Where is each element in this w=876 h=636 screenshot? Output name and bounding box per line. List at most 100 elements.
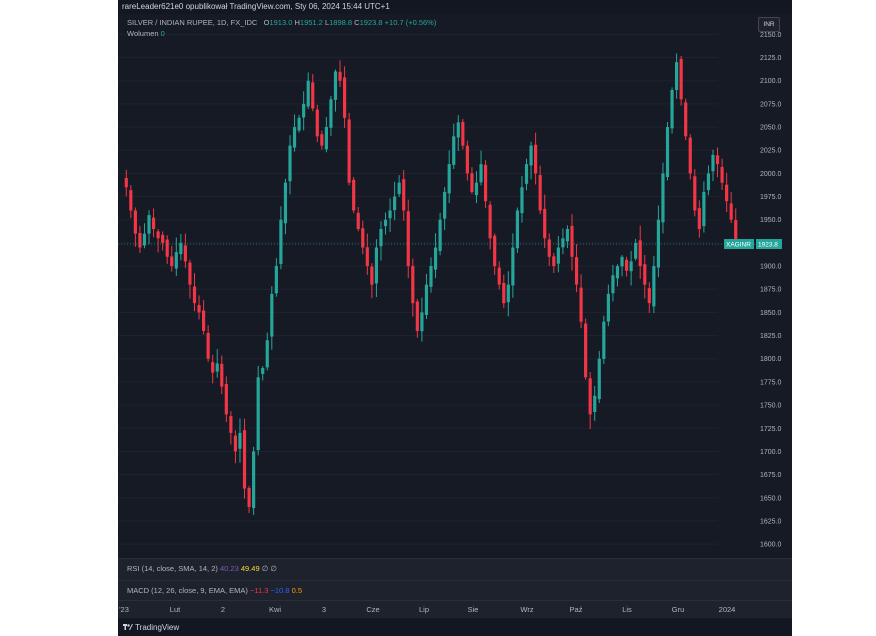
y-tick-label: 2050.0	[760, 125, 782, 132]
macd-label: MACD (12, 26, close, 9, EMA, EMA)	[127, 586, 248, 595]
publisher-text: rareLeader621e0 opublikował TradingView.…	[122, 2, 390, 11]
candle-body	[711, 154, 715, 172]
candlestick-chart[interactable]: 1600.0 1625.0 1650.0 1675.0 1700.0 1725.0 1750…	[118, 14, 792, 558]
candle-body	[142, 233, 147, 246]
x-tick-label: Wrz	[520, 605, 534, 614]
candle-body	[224, 384, 228, 415]
x-tick-label: Gru	[671, 605, 685, 614]
candle-body	[433, 247, 438, 270]
high-label: H	[294, 18, 300, 27]
volume-label: Wolumen	[127, 29, 159, 38]
candle-body	[151, 217, 156, 230]
candle-body	[292, 127, 297, 148]
y-tick-label: 1750.0	[760, 403, 782, 410]
candle-body	[361, 228, 365, 248]
candle-body	[420, 312, 424, 332]
x-tick-label: '23	[119, 605, 129, 614]
volume-legend: Wolumen 0	[127, 29, 165, 38]
candle-body	[470, 173, 474, 192]
candle-body	[338, 71, 342, 81]
candle-body	[452, 136, 456, 165]
candle-body	[565, 229, 570, 242]
candle-body	[684, 102, 688, 137]
candle-body	[570, 225, 574, 257]
rsi-band-lower: ∅	[270, 564, 277, 573]
candle-body	[615, 266, 620, 279]
candle-body	[279, 219, 283, 264]
candle-body	[515, 210, 520, 249]
macd-pane[interactable]: MACD (12, 26, close, 9, EMA, EMA) −11.3 …	[118, 580, 792, 601]
candle-body	[561, 238, 565, 248]
candle-body	[329, 99, 333, 128]
macd-value: −11.3	[249, 586, 269, 595]
candle-body	[352, 179, 356, 211]
candle-body	[456, 122, 460, 138]
candle-body	[706, 173, 711, 191]
candle-body	[670, 89, 674, 129]
candle-body	[629, 261, 633, 272]
candle-body	[588, 378, 592, 415]
candle-body	[356, 212, 360, 230]
candle-body	[270, 293, 274, 337]
candle-body	[133, 210, 137, 234]
candle-body	[347, 119, 351, 183]
candle-body	[256, 377, 260, 451]
candle-body	[520, 187, 524, 214]
candle-body	[406, 211, 410, 267]
y-tick-label: 2075.0	[760, 101, 782, 108]
candle-body	[652, 266, 656, 307]
candle-body	[543, 208, 547, 239]
candle-body	[502, 282, 506, 304]
y-tick-label: 2025.0	[760, 148, 782, 155]
candle-body	[488, 204, 492, 239]
chart-frame: rareLeader621e0 opublikował TradingView.…	[118, 0, 792, 636]
candle-body	[424, 284, 429, 315]
candle-body	[483, 164, 488, 202]
candle-body	[402, 179, 406, 211]
rsi-legend: RSI (14, close, SMA, 14, 2) 40.23 49.49 …	[127, 564, 277, 573]
footer-logo-text: TradingView	[135, 623, 180, 632]
y-tick-label: 1875.0	[760, 287, 782, 294]
candle-body	[524, 164, 529, 184]
candle-body	[538, 175, 542, 211]
candle-body	[493, 235, 497, 267]
time-axis[interactable]: '23 Lut 2 Kwi 3 Cze Lip Sie Wrz Paź Lis Gru 2024	[118, 600, 792, 617]
currency-button[interactable]: INR	[758, 17, 780, 32]
candle-body	[584, 323, 588, 378]
candle-body	[174, 252, 178, 269]
candle-body	[534, 144, 538, 174]
price-tag-bg	[756, 239, 782, 250]
candle-body	[679, 58, 683, 100]
x-tick-label: Sie	[467, 605, 479, 614]
candle-body	[688, 137, 692, 174]
candle-body	[665, 127, 670, 178]
candle-body	[447, 164, 451, 194]
candle-body	[233, 435, 238, 452]
candle-body	[438, 219, 442, 251]
change-value: +10.7 (+0.56%)	[384, 18, 437, 27]
symbol-tag-text: XAGINR	[726, 242, 751, 249]
candle-body	[147, 215, 151, 234]
price-pane[interactable]: 1600.0 1625.0 1650.0 1675.0 1700.0 1725.0 1750…	[118, 14, 792, 558]
candle-body	[443, 191, 447, 219]
candle-body	[497, 267, 501, 285]
candle-body	[261, 368, 265, 374]
candle-body	[170, 256, 174, 267]
candle-body	[215, 363, 219, 372]
x-tick-label: 3	[321, 605, 327, 614]
candle-body	[374, 247, 379, 284]
candle-body	[211, 362, 215, 373]
open-value: 1913.0	[269, 18, 293, 27]
close-value: 1923.8	[359, 18, 383, 27]
symbol-title: SILVER / INDIAN RUPEE, 1D, FX_IDC	[127, 18, 258, 27]
rsi-pane[interactable]: RSI (14, close, SMA, 14, 2) 40.23 49.49 …	[118, 558, 792, 580]
candle-body	[611, 275, 615, 294]
low-label: L	[324, 18, 330, 27]
candle-body	[252, 451, 256, 509]
candle-body	[556, 247, 560, 264]
x-tick-label: 2	[220, 605, 226, 614]
candle-body	[315, 109, 319, 137]
candle-body	[192, 286, 197, 304]
candle-body	[388, 210, 392, 219]
y-tick-label: 1775.0	[760, 379, 782, 386]
